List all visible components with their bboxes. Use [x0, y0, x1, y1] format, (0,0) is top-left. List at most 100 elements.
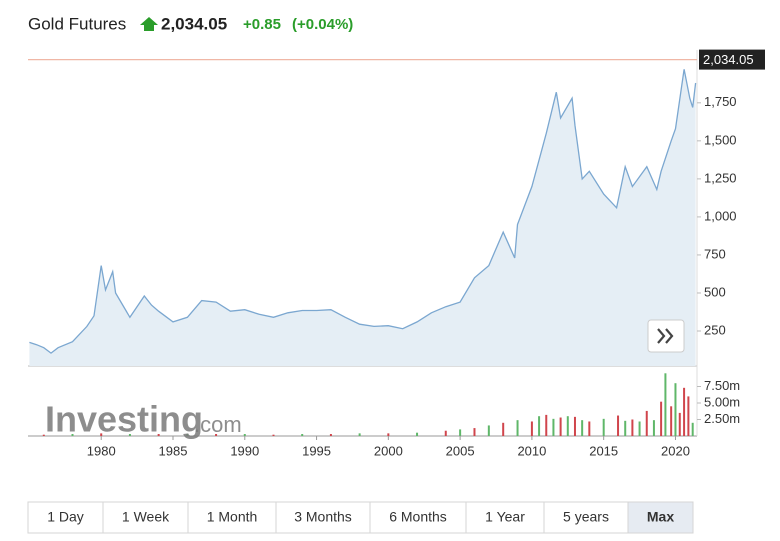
range-button-bg[interactable] — [102, 501, 189, 534]
watermark-suffix: .com — [194, 412, 242, 437]
watermark: Investing — [45, 399, 203, 440]
y-tick-label: 500 — [704, 284, 726, 299]
range-button-bg[interactable] — [187, 501, 277, 534]
volume-bar — [687, 396, 690, 436]
volume-bar — [301, 434, 304, 436]
volume-bar — [329, 434, 332, 436]
volume-bar — [538, 416, 541, 436]
volume-bar — [100, 433, 103, 436]
volume-bar — [416, 432, 419, 436]
volume-bar — [444, 430, 447, 436]
up-arrow — [140, 17, 158, 31]
x-tick-label: 2020 — [661, 443, 690, 458]
price-label-bg — [699, 49, 765, 70]
volume-bar — [617, 415, 620, 436]
volume-bar — [660, 401, 663, 436]
range-button-bg[interactable] — [465, 501, 545, 534]
range-button-label[interactable]: 3 Months — [294, 509, 352, 525]
range-button-bg[interactable] — [27, 501, 104, 534]
volume-bar — [624, 420, 627, 436]
title: Gold Futures — [28, 14, 126, 33]
volume-bar — [473, 428, 476, 436]
volume-bar — [487, 425, 490, 436]
volume-bar — [387, 433, 390, 436]
range-button-label[interactable]: 5 years — [563, 509, 609, 525]
price-area — [29, 69, 696, 367]
volume-bar — [552, 418, 555, 436]
volume-bar — [683, 387, 686, 436]
x-tick-label: 2005 — [446, 443, 475, 458]
volume-bar — [243, 434, 246, 436]
volume-bar — [71, 434, 74, 436]
volume-bar — [678, 412, 681, 436]
range-button[interactable]: 1 Month — [187, 501, 277, 534]
volume-tick-label: 7.50m — [704, 378, 740, 393]
volume-bar — [358, 433, 361, 436]
volume-bar — [652, 420, 655, 436]
range-buttons: 1 Day 1 Week 1 Month 3 Months 6 Months 1 Year… — [27, 501, 694, 534]
scroll-button[interactable] — [647, 319, 685, 353]
range-button-label[interactable]: 6 Months — [389, 509, 447, 525]
volume-bar — [631, 419, 634, 436]
x-tick-label: 2000 — [374, 443, 403, 458]
x-tick-label: 1990 — [230, 443, 259, 458]
range-button-bg[interactable] — [627, 501, 694, 534]
volume-bar — [502, 422, 505, 436]
volume-tick-label: 5.00m — [704, 394, 740, 409]
volume-bar — [157, 434, 160, 436]
volume-bar — [516, 420, 519, 436]
change: +0.85 — [243, 16, 281, 33]
volume-bar — [545, 414, 548, 436]
volume-bar — [670, 406, 673, 436]
volume-bar — [581, 420, 584, 436]
volume-bar — [559, 417, 562, 436]
range-button-label[interactable]: 1 Month — [207, 509, 258, 525]
range-button-bg[interactable] — [369, 501, 467, 534]
range-button[interactable]: 1 Day — [27, 501, 104, 534]
volume-bar — [566, 416, 569, 436]
price: 2,034.05 — [161, 14, 227, 33]
range-button-label[interactable]: 1 Day — [47, 509, 84, 525]
volume-tick-label: 2.50m — [704, 411, 740, 426]
y-tick-label: 1,500 — [704, 132, 737, 147]
volume-bar — [573, 416, 576, 436]
y-tick-label: 1,000 — [704, 208, 737, 223]
plot: 250 500 750 1,000 1,250 1,500 1,750 1980 1985 199… — [28, 49, 765, 458]
volume-bar — [459, 429, 462, 436]
range-button-label[interactable]: 1 Week — [122, 509, 170, 525]
x-tick-label: 1980 — [87, 443, 116, 458]
y-tick-label: 250 — [704, 322, 726, 337]
volume-bar — [638, 421, 641, 436]
change-pct: (+0.04%) — [292, 16, 353, 33]
volume-bar — [272, 434, 275, 436]
price-line — [29, 69, 697, 354]
x-tick-label: 1995 — [302, 443, 331, 458]
volume-bar — [588, 421, 591, 436]
range-button[interactable]: 1 Week — [102, 501, 189, 534]
x-tick-label: 1985 — [159, 443, 188, 458]
range-button-label[interactable]: 1 Year — [485, 509, 525, 525]
y-tick-label: 750 — [704, 246, 726, 261]
range-button[interactable]: 5 years — [543, 501, 629, 534]
volume-bar — [215, 434, 218, 436]
y-tick-label: 1,250 — [704, 170, 737, 185]
range-button[interactable]: Max — [627, 501, 694, 534]
volume-bar — [530, 421, 533, 436]
range-button-label[interactable]: Max — [647, 509, 674, 525]
range-button-bg[interactable] — [275, 501, 371, 534]
volume-bar — [186, 434, 189, 436]
x-tick-label: 2015 — [589, 443, 618, 458]
range-button[interactable]: 6 Months — [369, 501, 467, 534]
volume-bar — [602, 418, 605, 436]
y-tick-label: 1,750 — [704, 94, 737, 109]
volume-bar — [664, 373, 667, 436]
range-button[interactable]: 3 Months — [275, 501, 371, 534]
volume-bar — [674, 383, 677, 436]
volume-bar — [42, 434, 45, 436]
volume-bar — [128, 434, 131, 436]
price-label: 2,034.05 — [703, 52, 754, 67]
volume-bar — [691, 422, 694, 436]
range-button[interactable]: 1 Year — [465, 501, 545, 534]
